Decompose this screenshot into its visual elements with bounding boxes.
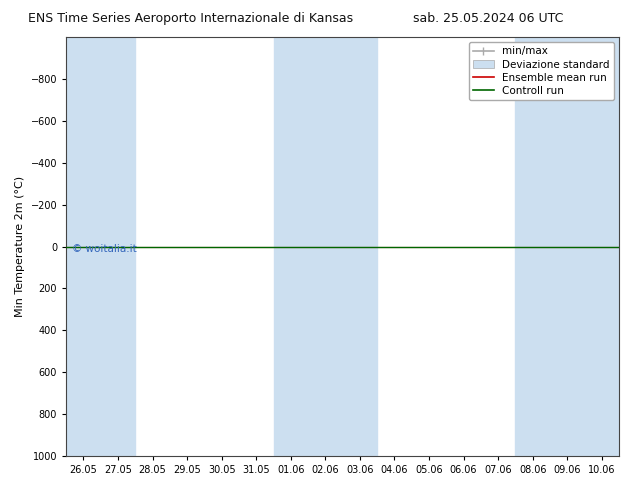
- Bar: [66, 37, 101, 456]
- Text: sab. 25.05.2024 06 UTC: sab. 25.05.2024 06 UTC: [413, 12, 564, 25]
- Bar: [342, 37, 377, 456]
- Bar: [101, 37, 135, 456]
- Text: © woitalia.it: © woitalia.it: [72, 244, 136, 254]
- Bar: [308, 37, 342, 456]
- Bar: [273, 37, 308, 456]
- Bar: [550, 37, 585, 456]
- Bar: [515, 37, 550, 456]
- Bar: [585, 37, 619, 456]
- Y-axis label: Min Temperature 2m (°C): Min Temperature 2m (°C): [15, 176, 25, 317]
- Legend: min/max, Deviazione standard, Ensemble mean run, Controll run: min/max, Deviazione standard, Ensemble m…: [469, 42, 614, 100]
- Text: ENS Time Series Aeroporto Internazionale di Kansas: ENS Time Series Aeroporto Internazionale…: [28, 12, 353, 25]
